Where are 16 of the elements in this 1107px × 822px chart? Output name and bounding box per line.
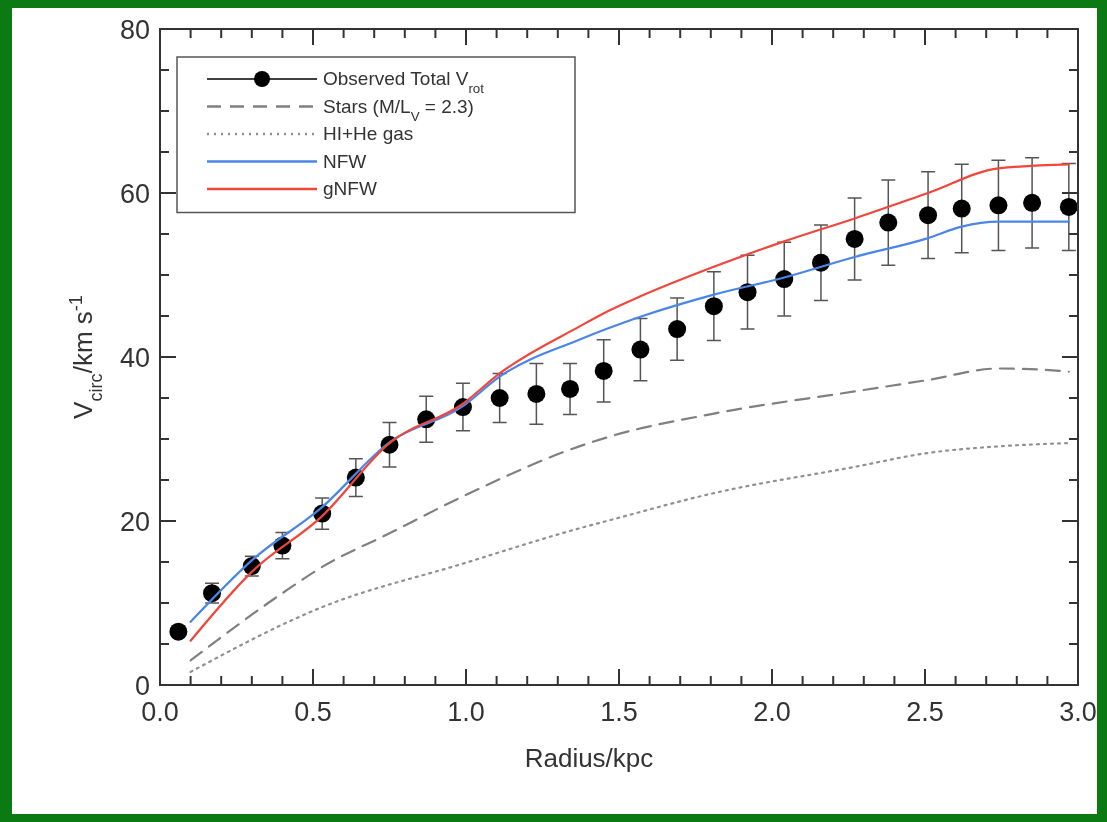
- y-tick-label: 20: [119, 507, 150, 537]
- legend-label: Stars (M/L$_{V}$ = 2.3): [323, 95, 474, 123]
- y-tick-label: 60: [119, 179, 150, 209]
- x-tick-label: 0.5: [294, 697, 332, 727]
- legend-label: Observed Total V$_{rot}$: [323, 68, 485, 96]
- x-tick-label: 1.5: [600, 697, 638, 727]
- x-tick-label: 1.0: [447, 697, 485, 727]
- y-tick-label: 40: [119, 343, 150, 373]
- x-axis-title: Radius/kpc: [524, 743, 654, 773]
- x-tick-label: 3.0: [1059, 697, 1097, 727]
- x-tick-label: 2.5: [906, 697, 944, 727]
- legend-label: HI+He gas: [323, 123, 414, 144]
- legend-label: gNFW: [323, 178, 377, 199]
- y-tick-label: 80: [119, 15, 150, 45]
- x-tick-label: 2.0: [753, 697, 791, 727]
- legend-label: NFW: [323, 150, 367, 172]
